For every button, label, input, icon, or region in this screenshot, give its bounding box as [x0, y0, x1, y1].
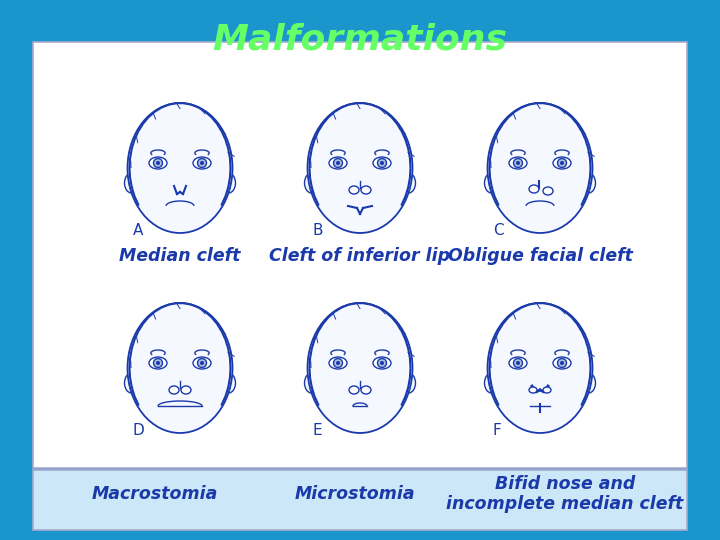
Text: Malformations: Malformations — [212, 22, 508, 56]
Ellipse shape — [222, 173, 235, 193]
Bar — [33, 470, 687, 530]
Ellipse shape — [380, 161, 384, 165]
Ellipse shape — [349, 386, 359, 394]
Ellipse shape — [329, 357, 347, 369]
Ellipse shape — [305, 173, 318, 193]
Ellipse shape — [557, 359, 567, 368]
Text: Microstomia: Microstomia — [294, 485, 415, 503]
Ellipse shape — [529, 185, 539, 193]
Text: Macrostomia: Macrostomia — [92, 485, 218, 503]
Ellipse shape — [373, 357, 391, 369]
Ellipse shape — [516, 161, 520, 165]
Ellipse shape — [543, 187, 553, 195]
Text: D: D — [133, 423, 145, 438]
Text: Median cleft: Median cleft — [120, 247, 240, 265]
Text: F: F — [493, 423, 502, 438]
Text: Obligue facial cleft: Obligue facial cleft — [448, 247, 632, 265]
Ellipse shape — [361, 186, 371, 194]
Ellipse shape — [336, 361, 340, 365]
Ellipse shape — [582, 373, 595, 393]
Ellipse shape — [125, 173, 138, 193]
Ellipse shape — [509, 357, 527, 369]
Text: C: C — [493, 223, 503, 238]
Ellipse shape — [402, 173, 415, 193]
Ellipse shape — [529, 387, 537, 393]
Ellipse shape — [513, 359, 523, 368]
Ellipse shape — [553, 157, 571, 169]
Ellipse shape — [149, 357, 167, 369]
Ellipse shape — [307, 303, 413, 433]
Ellipse shape — [333, 359, 343, 368]
Ellipse shape — [513, 159, 523, 167]
Ellipse shape — [153, 359, 163, 368]
Ellipse shape — [156, 161, 160, 165]
Ellipse shape — [197, 359, 207, 368]
Ellipse shape — [543, 387, 551, 393]
Ellipse shape — [149, 157, 167, 169]
Ellipse shape — [200, 161, 204, 165]
Ellipse shape — [377, 359, 387, 368]
Ellipse shape — [305, 373, 318, 393]
Ellipse shape — [193, 357, 211, 369]
Ellipse shape — [222, 373, 235, 393]
Ellipse shape — [153, 159, 163, 167]
Ellipse shape — [560, 361, 564, 365]
Ellipse shape — [485, 173, 498, 193]
Ellipse shape — [487, 103, 593, 233]
Ellipse shape — [487, 303, 593, 433]
Ellipse shape — [200, 361, 204, 365]
Ellipse shape — [377, 159, 387, 167]
Ellipse shape — [169, 386, 179, 394]
Ellipse shape — [181, 386, 191, 394]
Ellipse shape — [516, 361, 520, 365]
Text: A: A — [133, 223, 143, 238]
Ellipse shape — [582, 173, 595, 193]
Ellipse shape — [127, 103, 233, 233]
Ellipse shape — [380, 361, 384, 365]
Ellipse shape — [553, 357, 571, 369]
Ellipse shape — [307, 103, 413, 233]
Text: Cleft of inferior lip: Cleft of inferior lip — [269, 247, 451, 265]
Ellipse shape — [333, 159, 343, 167]
Text: Bifid nose and
incomplete median cleft: Bifid nose and incomplete median cleft — [446, 475, 683, 514]
Bar — [33, 42, 687, 468]
Ellipse shape — [349, 186, 359, 194]
Ellipse shape — [329, 157, 347, 169]
Ellipse shape — [373, 157, 391, 169]
Text: E: E — [313, 423, 323, 438]
Ellipse shape — [125, 373, 138, 393]
Ellipse shape — [156, 361, 160, 365]
Ellipse shape — [336, 161, 340, 165]
Ellipse shape — [197, 159, 207, 167]
Ellipse shape — [361, 386, 371, 394]
Ellipse shape — [557, 159, 567, 167]
Ellipse shape — [402, 373, 415, 393]
Ellipse shape — [485, 373, 498, 393]
Ellipse shape — [560, 161, 564, 165]
Text: B: B — [313, 223, 323, 238]
Ellipse shape — [509, 157, 527, 169]
Ellipse shape — [193, 157, 211, 169]
Ellipse shape — [127, 303, 233, 433]
